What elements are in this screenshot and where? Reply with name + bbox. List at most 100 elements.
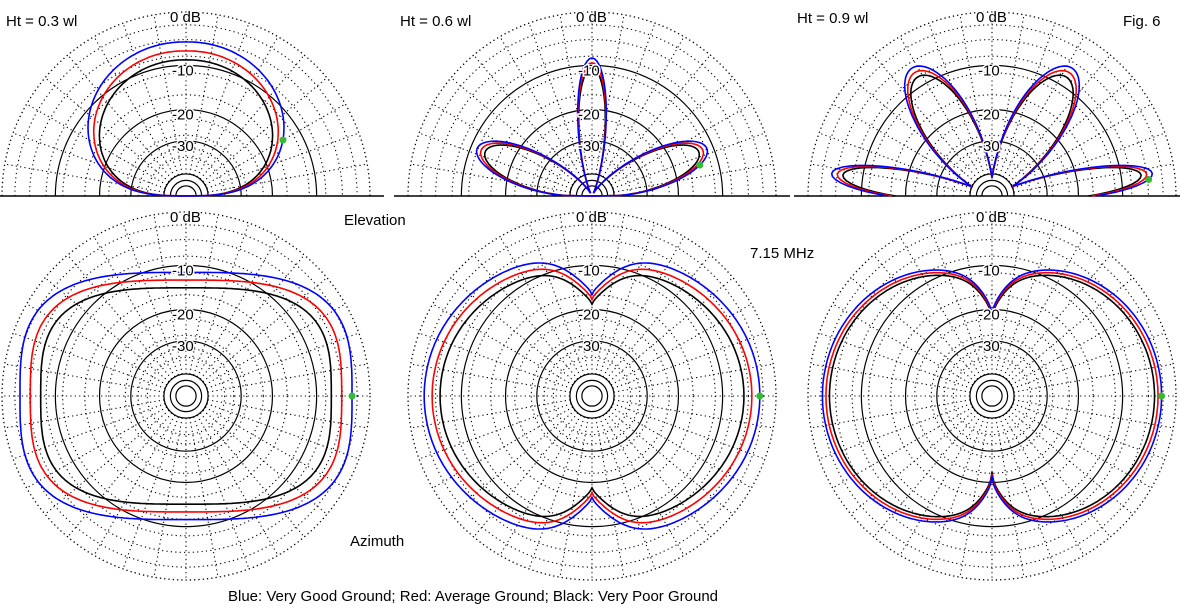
radial-line <box>1013 363 1174 393</box>
plot-2-height-label: Ht = 0.6 wl <box>400 13 472 30</box>
radial-line <box>959 214 989 375</box>
ring-label: -30 <box>978 138 1000 155</box>
radial-line <box>928 22 985 176</box>
db-ring <box>536 340 648 452</box>
dotted-ring <box>62 72 310 197</box>
radial-line <box>850 77 976 183</box>
ring-label: -30 <box>578 138 600 155</box>
radial-line <box>204 303 346 386</box>
radial-line <box>899 236 982 378</box>
radial-line <box>1010 406 1152 489</box>
db-ring <box>54 264 318 528</box>
radial-line <box>450 409 576 515</box>
dotted-ring <box>84 294 288 498</box>
radial-line <box>473 254 579 380</box>
ring-label: -30 <box>978 338 1000 355</box>
dotted-ring <box>530 334 654 458</box>
radial-line <box>928 222 985 376</box>
radial-line <box>612 403 766 460</box>
radial-line <box>873 54 979 180</box>
radial-line <box>189 417 219 578</box>
radial-line <box>995 214 1025 375</box>
radial-line <box>999 22 1056 176</box>
radial-line <box>610 303 752 386</box>
dotted-ring <box>108 118 264 197</box>
db-ring <box>860 264 1124 528</box>
radial-line <box>605 412 711 538</box>
radial-line <box>189 214 219 375</box>
radial-line <box>810 163 971 193</box>
ring-label: -10 <box>978 262 1000 279</box>
radial-line <box>44 77 170 183</box>
radial-line <box>995 14 1025 175</box>
radial-line <box>196 36 279 178</box>
radial-line <box>4 399 165 429</box>
radial-line <box>613 399 774 429</box>
db-ring <box>98 108 274 197</box>
radial-line <box>595 14 625 175</box>
outer-ring <box>1 211 371 581</box>
db-ring <box>163 173 209 197</box>
radial-line <box>1008 277 1134 383</box>
dotted-ring <box>45 55 327 197</box>
plot-3-height-label: Ht = 0.9 wl <box>797 10 869 27</box>
radial-line <box>202 277 328 383</box>
elevation-pattern-very_poor <box>98 59 274 197</box>
radial-line <box>410 363 571 393</box>
radial-line <box>613 363 774 393</box>
dotted-ring <box>835 39 1149 197</box>
radial-line <box>26 103 168 186</box>
azimuth-pattern-very_good <box>19 271 353 521</box>
radial-line <box>204 103 346 186</box>
polar-grid-5 <box>807 211 1177 581</box>
polar-grid-4 <box>407 211 777 581</box>
radial-line <box>206 132 360 189</box>
radial-line <box>1005 54 1111 180</box>
azimuth-pattern-very_good <box>423 262 761 530</box>
ring-label: -20 <box>172 107 194 124</box>
radial-line <box>204 406 346 489</box>
elevation-pattern-very_poor <box>483 66 701 197</box>
db-ring <box>860 64 1124 197</box>
radial-line <box>612 132 766 189</box>
ring-labels: 0 dB -10 -20 -30 0 dB -10 -20 -30 0 dB -10 -20 -30 0… <box>169 8 1009 357</box>
radial-line <box>1002 236 1085 378</box>
radial-line <box>207 363 368 393</box>
dotted-ring <box>45 255 327 537</box>
ring-label: -20 <box>978 107 1000 124</box>
db-ring <box>936 140 1048 197</box>
dotted-ring <box>146 156 226 197</box>
radial-line <box>818 332 972 389</box>
radial-line <box>613 163 774 193</box>
dotted-ring <box>952 356 1032 436</box>
radial-line <box>832 303 974 386</box>
radial-line <box>1010 303 1152 386</box>
db-ring <box>98 308 274 484</box>
radial-line <box>410 399 571 429</box>
radial-line <box>93 36 176 178</box>
radial-line <box>602 414 685 556</box>
radial-line <box>193 22 250 176</box>
db-ring <box>581 385 603 407</box>
radial-line <box>1012 332 1166 389</box>
elevation-label: Elevation <box>344 212 406 229</box>
radial-line <box>202 77 328 183</box>
legend-caption: Blue: Very Good Ground; Red: Average Gro… <box>228 588 719 605</box>
radial-line <box>928 416 985 570</box>
ring-label: 0 dB <box>170 209 201 226</box>
radial-line <box>432 303 574 386</box>
radial-line <box>418 132 572 189</box>
dotted-ring <box>868 72 1116 197</box>
radial-line <box>207 399 368 429</box>
radial-line <box>873 254 979 380</box>
radial-line <box>608 77 734 183</box>
peak-marker <box>279 136 287 144</box>
radial-line <box>850 277 976 383</box>
ring-label: -10 <box>172 262 194 279</box>
radial-line <box>1013 163 1174 193</box>
radial-line <box>1002 36 1085 178</box>
radial-line <box>818 403 972 460</box>
dotted-ring <box>137 347 235 445</box>
dotted-ring <box>468 72 716 197</box>
